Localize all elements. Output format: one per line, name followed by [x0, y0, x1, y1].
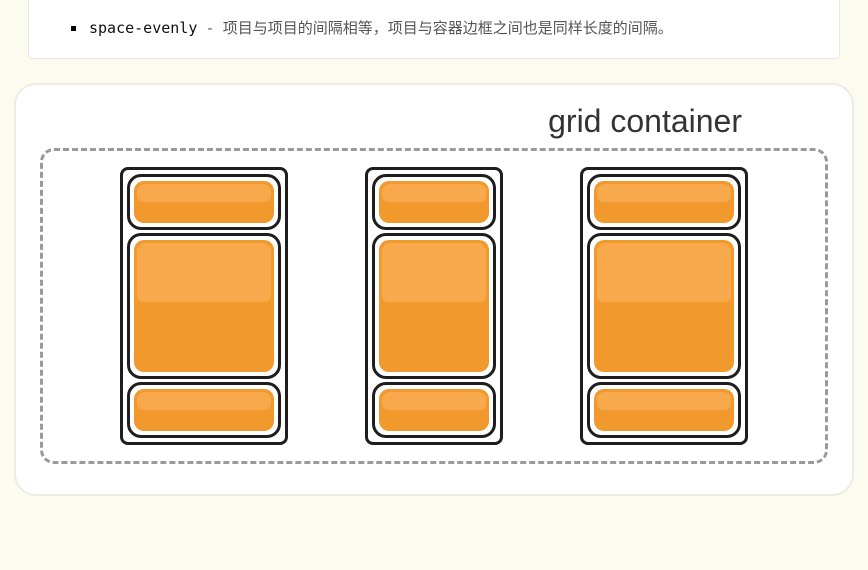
- grid-cell-fill: [379, 181, 489, 223]
- grid-cell-fill: [134, 240, 274, 372]
- grid-cell-fill: [594, 240, 734, 372]
- grid-cell-fill: [594, 389, 734, 431]
- grid-cell-fill: [379, 240, 489, 372]
- doc-list: space-evenly - 项目与项目的间隔相等，项目与容器边框之间也是同样长…: [53, 14, 821, 44]
- grid-cell: [372, 233, 496, 379]
- grid-cell: [127, 174, 281, 230]
- grid-cell-fill: [134, 181, 274, 223]
- separator: -: [208, 20, 213, 37]
- doc-block: space-evenly - 项目与项目的间隔相等，项目与容器边框之间也是同样长…: [28, 0, 840, 59]
- grid-column: [120, 167, 288, 445]
- grid-cell: [372, 382, 496, 438]
- grid-column: [365, 167, 503, 445]
- grid-cell: [587, 174, 741, 230]
- grid-cell: [372, 174, 496, 230]
- grid-cell-fill: [594, 181, 734, 223]
- grid-column: [580, 167, 748, 445]
- grid-container: [40, 148, 828, 464]
- grid-cell: [127, 382, 281, 438]
- doc-list-item: space-evenly - 项目与项目的间隔相等，项目与容器边框之间也是同样长…: [89, 14, 821, 44]
- grid-cell: [127, 233, 281, 379]
- item-description: 项目与项目的间隔相等，项目与容器边框之间也是同样长度的间隔。: [223, 20, 673, 37]
- grid-cell-fill: [379, 389, 489, 431]
- figure-card: grid container: [14, 83, 854, 496]
- grid-cell: [587, 233, 741, 379]
- figure-title: grid container: [40, 103, 828, 140]
- code-token: space-evenly: [89, 19, 197, 37]
- grid-cell: [587, 382, 741, 438]
- grid-cell-fill: [134, 389, 274, 431]
